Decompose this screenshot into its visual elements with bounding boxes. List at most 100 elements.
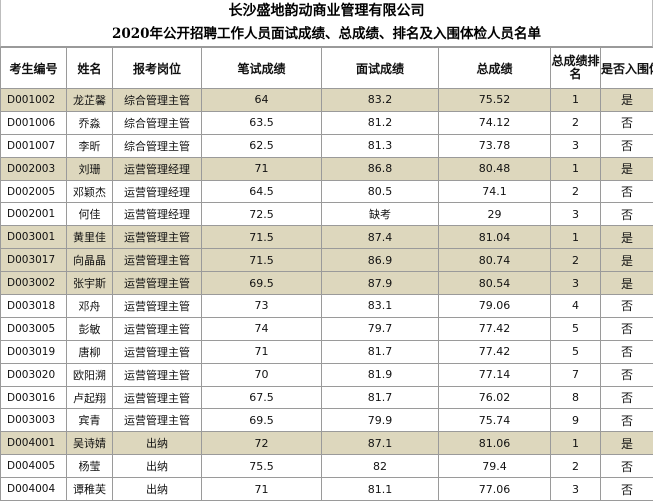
cell-rank: 1 [550,225,601,250]
table-row: D004004 谭稚芙 出纳 71 81.1 77.06 3 否 [0,477,653,502]
cell-position: 运营管理经理 [112,179,202,204]
cell-total-score: 79.4 [438,454,551,479]
cell-position: 运营管理主管 [112,271,202,296]
cell-position: 运营管理主管 [112,339,202,364]
cell-physical-exam: 否 [600,133,653,158]
cell-exam-id: D003018 [0,294,67,318]
cell-interview-score: 81.9 [321,362,439,387]
table-row: D001007 李昕 综合管理主管 62.5 81.3 73.78 3 否 [0,133,653,158]
cell-interview-score: 81.7 [321,339,439,364]
cell-written-score: 67.5 [201,385,322,410]
cell-position: 出纳 [112,431,202,456]
cell-rank: 5 [550,316,601,341]
cell-name: 欧阳溯 [66,362,113,387]
cell-exam-id: D003016 [0,385,67,410]
cell-interview-score: 81.2 [321,110,439,135]
cell-physical-exam: 否 [600,316,653,341]
cell-rank: 3 [550,133,601,158]
table-row: D003020 欧阳溯 运营管理主管 70 81.9 77.14 7 否 [0,362,653,387]
table-row: D003005 彭敏 运营管理主管 74 79.7 77.42 5 否 [0,316,653,341]
cell-exam-id: D003017 [0,248,67,273]
cell-exam-id: D002005 [0,179,67,204]
cell-total-score: 77.42 [438,316,551,341]
table-row: D003001 黄里佳 运营管理主管 71.5 87.4 81.04 1 是 [0,225,653,250]
cell-total-score: 77.14 [438,362,551,387]
cell-total-score: 80.54 [438,271,551,296]
cell-written-score: 63.5 [201,110,322,135]
cell-rank: 5 [550,339,601,364]
cell-written-score: 72 [201,431,322,456]
cell-total-score: 76.02 [438,385,551,410]
cell-rank: 8 [550,385,601,410]
cell-rank: 2 [550,179,601,204]
cell-written-score: 72.5 [201,202,322,227]
cell-total-score: 77.42 [438,339,551,364]
cell-physical-exam: 否 [600,339,653,364]
cell-rank: 9 [550,408,601,433]
cell-written-score: 71.5 [201,225,322,250]
cell-name: 邓颖杰 [66,179,113,204]
cell-name: 宾青 [66,408,113,433]
cell-physical-exam: 是 [600,431,653,456]
cell-total-score: 74.1 [438,179,551,204]
cell-exam-id: D003001 [0,225,67,250]
company-title: 长沙盛地韵动商业管理有限公司 [0,0,653,23]
header-exam-id: 考生编号 [0,47,67,89]
cell-name: 李昕 [66,133,113,158]
cell-physical-exam: 是 [600,271,653,296]
cell-exam-id: D003003 [0,408,67,433]
header-rank: 总成绩排名 [550,47,601,89]
cell-interview-score: 缺考 [321,202,439,227]
cell-interview-score: 81.1 [321,477,439,502]
cell-rank: 3 [550,202,601,227]
cell-exam-id: D004005 [0,454,67,479]
cell-interview-score: 79.7 [321,316,439,341]
table-row: D004005 杨莹 出纳 75.5 82 79.4 2 否 [0,454,653,479]
cell-interview-score: 86.8 [321,156,439,181]
cell-rank: 3 [550,271,601,296]
table-row: D004001 吴诗婧 出纳 72 87.1 81.06 1 是 [0,431,653,456]
cell-position: 运营管理主管 [112,294,202,318]
table-row: D003002 张宇斯 运营管理主管 69.5 87.9 80.54 3 是 [0,271,653,296]
cell-name: 唐柳 [66,339,113,364]
cell-position: 运营管理经理 [112,156,202,181]
cell-exam-id: D001006 [0,110,67,135]
cell-physical-exam: 否 [600,362,653,387]
cell-position: 运营管理经理 [112,202,202,227]
cell-physical-exam: 是 [600,225,653,250]
cell-position: 运营管理主管 [112,362,202,387]
cell-rank: 1 [550,431,601,456]
cell-interview-score: 82 [321,454,439,479]
cell-position: 综合管理主管 [112,110,202,135]
cell-name: 邓舟 [66,294,113,318]
cell-interview-score: 87.4 [321,225,439,250]
cell-written-score: 64 [201,88,322,112]
cell-total-score: 75.52 [438,88,551,112]
results-table: 考生编号 姓名 报考岗位 笔试成绩 面试成绩 总成绩 总成绩排名 是否入围体检 … [0,47,653,502]
cell-interview-score: 83.1 [321,294,439,318]
cell-rank: 1 [550,156,601,181]
cell-rank: 7 [550,362,601,387]
cell-total-score: 81.04 [438,225,551,250]
header-interview-score: 面试成绩 [321,47,439,89]
header-position: 报考岗位 [112,47,202,89]
table-row: D003017 向晶晶 运营管理主管 71.5 86.9 80.74 2 是 [0,248,653,273]
cell-position: 运营管理主管 [112,385,202,410]
cell-name: 谭稚芙 [66,477,113,502]
cell-total-score: 75.74 [438,408,551,433]
cell-total-score: 73.78 [438,133,551,158]
cell-position: 运营管理主管 [112,225,202,250]
cell-position: 综合管理主管 [112,88,202,112]
cell-physical-exam: 否 [600,294,653,318]
cell-exam-id: D004001 [0,431,67,456]
cell-written-score: 64.5 [201,179,322,204]
cell-physical-exam: 否 [600,408,653,433]
cell-total-score: 81.06 [438,431,551,456]
cell-position: 综合管理主管 [112,133,202,158]
table-row: D002005 邓颖杰 运营管理经理 64.5 80.5 74.1 2 否 [0,179,653,204]
cell-name: 卢起翔 [66,385,113,410]
cell-physical-exam: 否 [600,477,653,502]
cell-exam-id: D003005 [0,316,67,341]
cell-exam-id: D002003 [0,156,67,181]
